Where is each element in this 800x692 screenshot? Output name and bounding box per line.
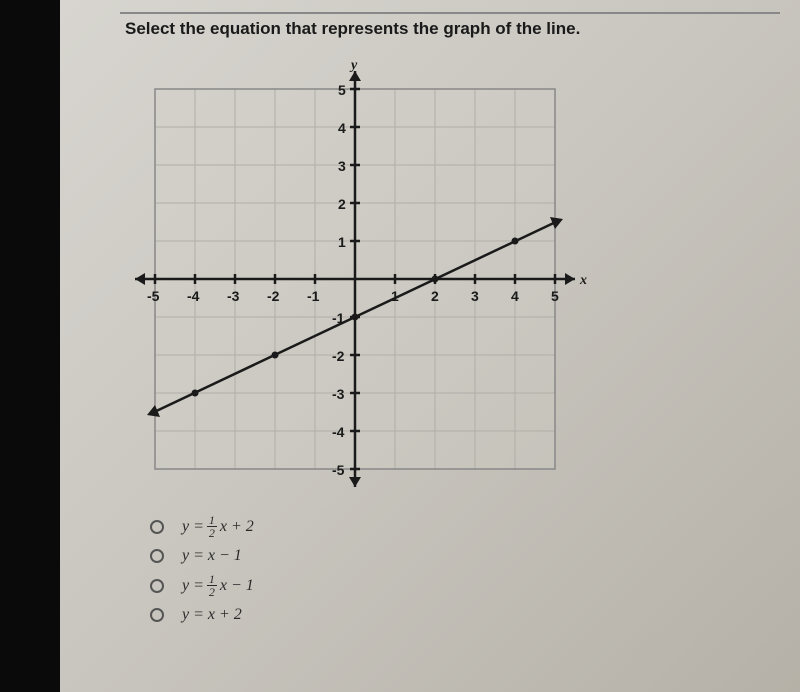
x-axis-label: x — [579, 273, 587, 288]
question-page: Select the equation that represents the … — [60, 0, 800, 692]
radio-icon — [150, 579, 164, 593]
ytick-1: 1 — [338, 234, 346, 250]
xtick-5: 5 — [551, 288, 559, 304]
question-prompt: Select the equation that represents the … — [120, 12, 780, 39]
option-c-suffix: x − 1 — [220, 577, 254, 595]
xtick-2: 2 — [431, 288, 439, 304]
radio-icon — [150, 520, 164, 534]
ytick-2: 2 — [338, 196, 346, 212]
ytick-neg2: -2 — [332, 348, 345, 364]
xtick-neg3: -3 — [227, 288, 240, 304]
xtick-neg4: -4 — [187, 288, 200, 304]
xtick-3: 3 — [471, 288, 479, 304]
ytick-neg5: -5 — [332, 462, 345, 478]
xtick-neg2: -2 — [267, 288, 280, 304]
xtick-4: 4 — [511, 288, 519, 304]
option-d-text: y = x + 2 — [182, 606, 242, 624]
ytick-4: 4 — [338, 120, 346, 136]
ytick-3: 3 — [338, 158, 346, 174]
answer-options: y = 1 2 x + 2 y = x − 1 y = 1 2 — [150, 514, 780, 624]
option-c-frac-den: 2 — [207, 586, 217, 598]
coordinate-graph: -5 -4 -3 -2 -1 1 2 3 4 5 -5 -4 -3 -2 -1 … — [120, 59, 590, 499]
ytick-neg4: -4 — [332, 424, 345, 440]
option-a-prefix: y = — [182, 518, 204, 536]
option-a[interactable]: y = 1 2 x + 2 — [150, 514, 780, 539]
option-c[interactable]: y = 1 2 x − 1 — [150, 573, 780, 598]
y-axis-label: y — [349, 59, 358, 73]
option-c-prefix: y = — [182, 577, 204, 595]
ytick-neg3: -3 — [332, 386, 345, 402]
option-a-suffix: x + 2 — [220, 518, 254, 536]
radio-icon — [150, 549, 164, 563]
xtick-neg1: -1 — [307, 288, 320, 304]
option-b[interactable]: y = x − 1 — [150, 547, 780, 565]
option-b-text: y = x − 1 — [182, 547, 242, 565]
option-a-frac-den: 2 — [207, 527, 217, 539]
ytick-5: 5 — [338, 82, 346, 98]
radio-icon — [150, 608, 164, 622]
option-d[interactable]: y = x + 2 — [150, 606, 780, 624]
xtick-neg5: -5 — [147, 288, 160, 304]
